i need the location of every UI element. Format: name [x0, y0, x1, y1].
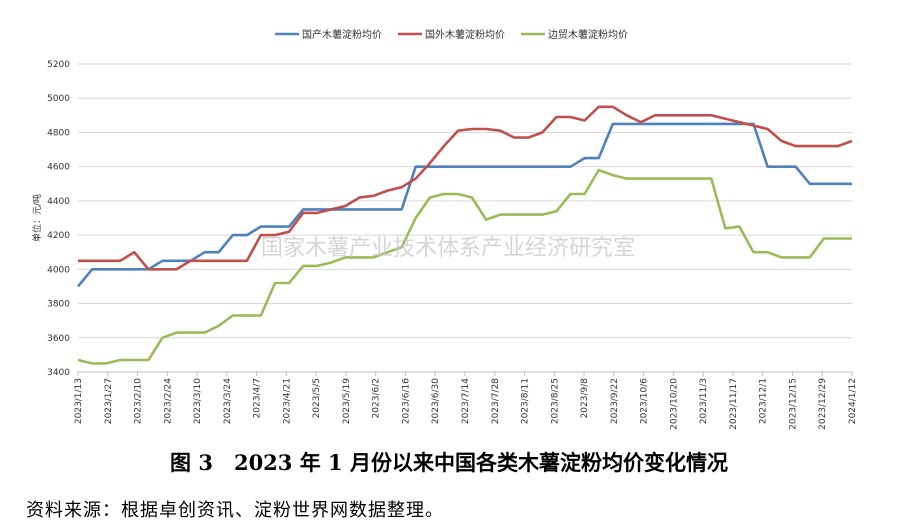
x-tick-label: 2023/9/8: [580, 378, 590, 419]
y-tick-label: 5200: [47, 60, 70, 70]
x-tick-label: 2023/6/2: [372, 378, 382, 418]
x-tick-label: 2023/7/28: [491, 378, 501, 424]
x-tick-label: 2023/6/30: [431, 378, 441, 424]
x-tick-label: 2023/1/13: [74, 378, 84, 424]
series-line: [78, 105, 853, 271]
legend-label: 国外木薯淀粉均价: [425, 28, 505, 41]
x-tick-label: 2023/10/6: [640, 378, 650, 424]
x-tick-label: 2023/12/29: [818, 378, 828, 430]
x-tick-label: 2023/3/10: [193, 378, 203, 424]
y-tick-label: 4000: [47, 265, 70, 275]
x-tick-label: 2023/4/21: [282, 378, 292, 424]
x-tick-label: 2023/6/16: [401, 378, 411, 424]
x-tick-label: 2023/5/5: [312, 378, 322, 418]
series-lines: [76, 105, 853, 365]
legend-label: 国产木薯淀粉均价: [302, 28, 382, 41]
x-tick-label: 2024/1/12: [848, 378, 858, 424]
y-axis-ticks: 3400 3600 3800 4000 4200 4400 4600 4800 5000 5200: [47, 60, 70, 378]
x-tick-label: 2023/1/27: [104, 378, 114, 424]
y-tick-label: 4600: [47, 163, 70, 173]
x-tick-label: 2023/4/7: [253, 378, 263, 418]
x-tick-label: 2023/10/20: [669, 378, 679, 430]
y-tick-label: 3800: [47, 300, 70, 310]
x-tick-label: 2023/11/17: [729, 378, 739, 430]
x-tick-label: 2023/8/25: [550, 378, 560, 424]
x-tick-label: 2023/12/15: [788, 378, 798, 430]
x-tick-label: 2023/7/14: [461, 378, 471, 424]
y-axis-label: 单位：元/吨: [31, 194, 43, 242]
x-tick-label: 2023/5/19: [342, 378, 352, 424]
x-tick-label: 2023/9/22: [610, 378, 620, 424]
x-tick-label: 2023/2/10: [134, 378, 144, 424]
x-tick-label: 2023/8/11: [521, 378, 531, 424]
series-line: [76, 122, 852, 288]
x-tick-label: 2023/11/3: [699, 378, 709, 424]
chart-canvas: 3400 3600 3800 4000 4200 4400 4600 4800 5000 5200…: [31, 28, 858, 430]
watermark-text: 国家木薯产业技术体系产业经济研究室: [261, 236, 635, 261]
series-line: [77, 168, 852, 365]
gridlines: [78, 63, 852, 339]
y-tick-label: 4400: [47, 197, 70, 207]
legend-label: 边贸木薯淀粉均价: [548, 28, 628, 41]
y-tick-label: 3600: [47, 334, 70, 344]
source-note: 资料来源：根据卓创资讯、淀粉世界网数据整理。: [26, 500, 444, 521]
y-tick-label: 3400: [47, 368, 70, 378]
x-tick-label: 2023/3/24: [223, 378, 233, 424]
figure-caption: 图 3 2023 年 1 月份以来中国各类木薯淀粉均价变化情况: [170, 450, 728, 475]
x-tick-label: 2023/2/24: [163, 378, 173, 424]
y-tick-label: 5000: [47, 94, 70, 104]
x-axis-ticks: 2023/1/13 2023/1/27 2023/2/10 2023/2/24 2023…: [74, 372, 858, 430]
y-tick-label: 4800: [47, 128, 70, 138]
y-tick-label: 4200: [47, 231, 70, 241]
legend: 国产木薯淀粉均价 国外木薯淀粉均价 边贸木薯淀粉均价: [275, 28, 628, 41]
x-tick-label: 2023/12/1: [759, 378, 769, 424]
